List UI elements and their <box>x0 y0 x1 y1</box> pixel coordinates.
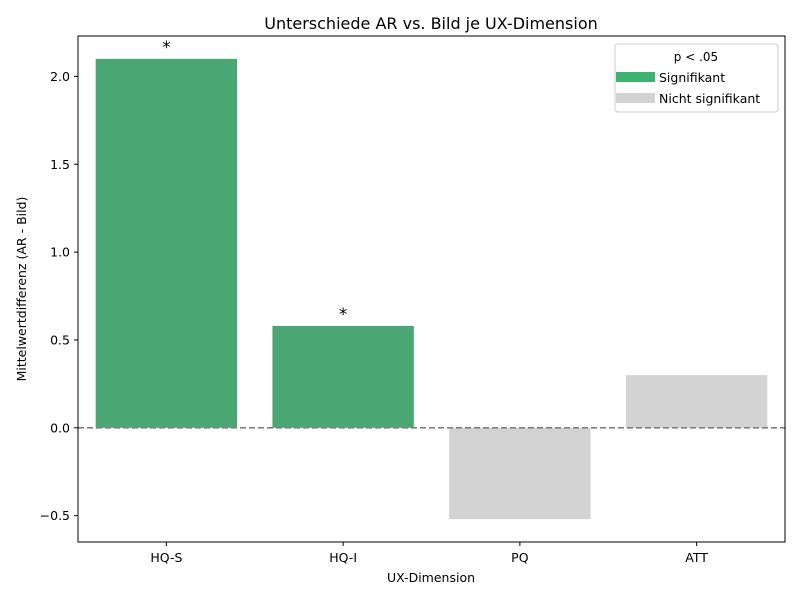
legend-swatch-significant <box>616 72 655 82</box>
y-axis: −0.5 0.0 0.5 1.0 1.5 2.0 <box>40 69 78 523</box>
bar-hq-s <box>95 58 238 428</box>
legend-title: p < .05 <box>674 50 718 64</box>
legend: p < .05 Signifikant Nicht signifikant <box>614 43 779 113</box>
x-axis: HQ-S HQ-I PQ ATT <box>150 542 708 565</box>
x-tick-label-pq: PQ <box>511 550 529 565</box>
y-tick-label: 1.0 <box>50 245 70 260</box>
bar-att <box>625 375 768 428</box>
y-tick-label: 1.5 <box>50 157 70 172</box>
y-tick-label: 0.0 <box>50 420 70 435</box>
chart-title: Unterschiede AR vs. Bild je UX-Dimension <box>264 14 598 33</box>
x-tick-label-hq-i: HQ-I <box>329 550 357 565</box>
x-tick-label-hq-s: HQ-S <box>150 550 182 565</box>
y-tick-label: −0.5 <box>40 508 70 523</box>
significance-marker-hq-i: * <box>339 305 348 325</box>
y-axis-label: Mittelwertdifferenz (AR - Bild) <box>14 197 29 382</box>
y-tick-label: 2.0 <box>50 69 70 84</box>
significance-marker-hq-s: * <box>162 38 171 58</box>
legend-label-significant: Signifikant <box>659 70 725 85</box>
legend-swatch-not-significant <box>616 93 655 103</box>
x-axis-label: UX-Dimension <box>387 570 475 585</box>
legend-frame <box>614 43 779 113</box>
y-tick-label: 0.5 <box>50 332 70 347</box>
x-tick-label-att: ATT <box>685 550 708 565</box>
legend-label-not-significant: Nicht signifikant <box>659 91 760 106</box>
plot-area-frame <box>77 35 786 543</box>
bar-pq <box>449 427 591 520</box>
bar-hq-i <box>272 325 414 428</box>
